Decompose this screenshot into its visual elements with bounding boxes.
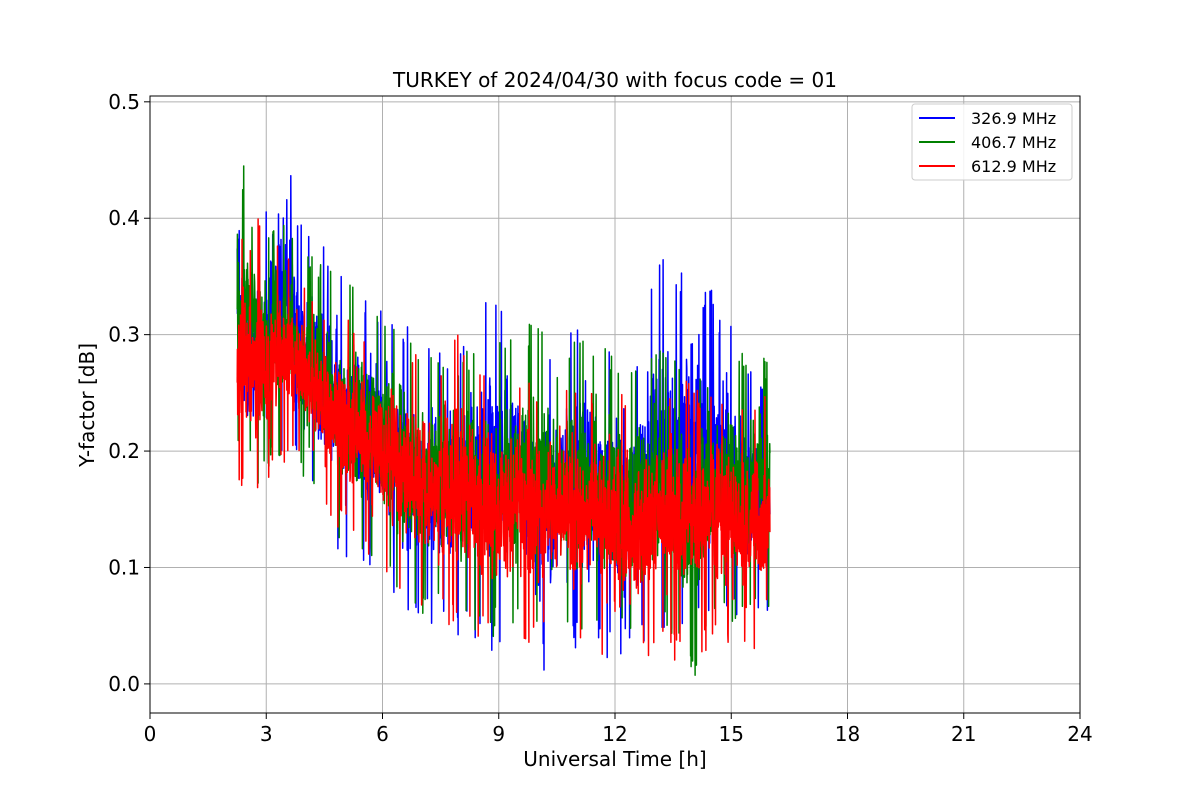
y-tick-label: 0.1	[108, 555, 140, 579]
x-tick-label: 9	[492, 722, 505, 746]
x-tick-label: 3	[260, 722, 273, 746]
legend: 326.9 MHz 406.7 MHz 612.9 MHz	[911, 103, 1073, 181]
y-axis-ticks: 0.0 0.1 0.2 0.3 0.4 0.5	[108, 90, 150, 696]
legend-label: 612.9 MHz	[971, 157, 1056, 176]
x-axis-ticks: 0 3 6 9 12 15 18 21 24	[144, 713, 1093, 746]
legend-label: 326.9 MHz	[971, 109, 1056, 128]
y-tick-label: 0.5	[108, 90, 140, 114]
y-tick-label: 0.3	[108, 323, 140, 347]
x-tick-label: 24	[1067, 722, 1092, 746]
x-tick-label: 6	[376, 722, 389, 746]
chart-title: TURKEY of 2024/04/30 with focus code = 0…	[392, 68, 837, 92]
y-tick-label: 0.4	[108, 206, 140, 230]
y-tick-label: 0.2	[108, 439, 140, 463]
x-tick-label: 21	[951, 722, 976, 746]
series-line-3	[236, 218, 771, 661]
x-tick-label: 0	[144, 722, 157, 746]
legend-label: 406.7 MHz	[971, 133, 1056, 152]
legend-box	[911, 103, 1073, 181]
x-tick-label: 18	[835, 722, 860, 746]
x-axis-label: Universal Time [h]	[523, 747, 706, 771]
x-tick-label: 15	[719, 722, 744, 746]
series-layer	[236, 165, 771, 677]
y-tick-label: 0.0	[108, 672, 140, 696]
y-axis-label: Y-factor [dB]	[75, 343, 99, 468]
x-tick-label: 12	[602, 722, 627, 746]
